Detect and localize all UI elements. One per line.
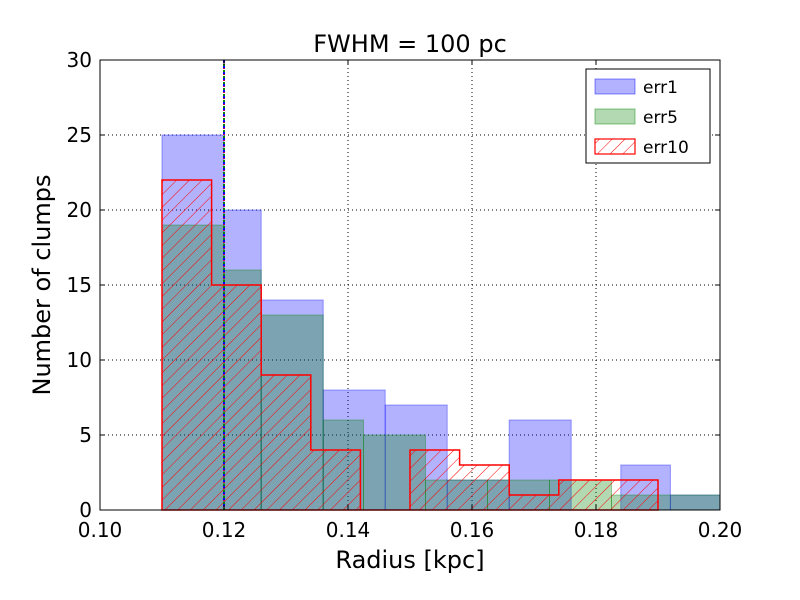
legend-item-err10: err10 [594,138,689,158]
y-tick-label: 20 [67,198,92,222]
x-tick-label: 0.16 [450,518,495,542]
y-tick-label: 5 [79,423,92,447]
legend-item-err5: err5 [594,108,678,128]
y-tick-label: 0 [79,498,92,522]
legend-swatch [594,78,636,95]
legend-swatch [594,108,636,125]
x-tick-label: 0.14 [326,518,371,542]
axis-ticks: 0.10 0.12 0.14 0.16 0.18 0.20 0 5 10 15 20 25 30 [67,48,743,542]
x-tick-label: 0.12 [202,518,247,542]
y-tick-label: 30 [67,48,92,72]
series-err10 [161,179,659,511]
x-tick-label: 0.10 [78,518,123,542]
chart-title: FWHM = 100 pc [313,30,507,58]
y-tick-label: 15 [67,273,92,297]
histogram-outline [161,179,659,511]
legend-item-err1: err1 [594,78,678,98]
legend-swatch [594,138,636,155]
x-axis-label: Radius [kpc] [335,546,484,574]
legend-label: err10 [643,138,689,158]
legend: err1 err5 err10 [585,68,711,164]
legend-label: err5 [643,108,678,128]
y-tick-label: 25 [67,123,92,147]
y-axis-label: Number of clumps [28,175,56,396]
x-tick-label: 0.18 [574,518,619,542]
legend-label: err1 [643,78,678,98]
y-tick-label: 10 [67,348,92,372]
x-tick-label: 0.20 [698,518,743,542]
